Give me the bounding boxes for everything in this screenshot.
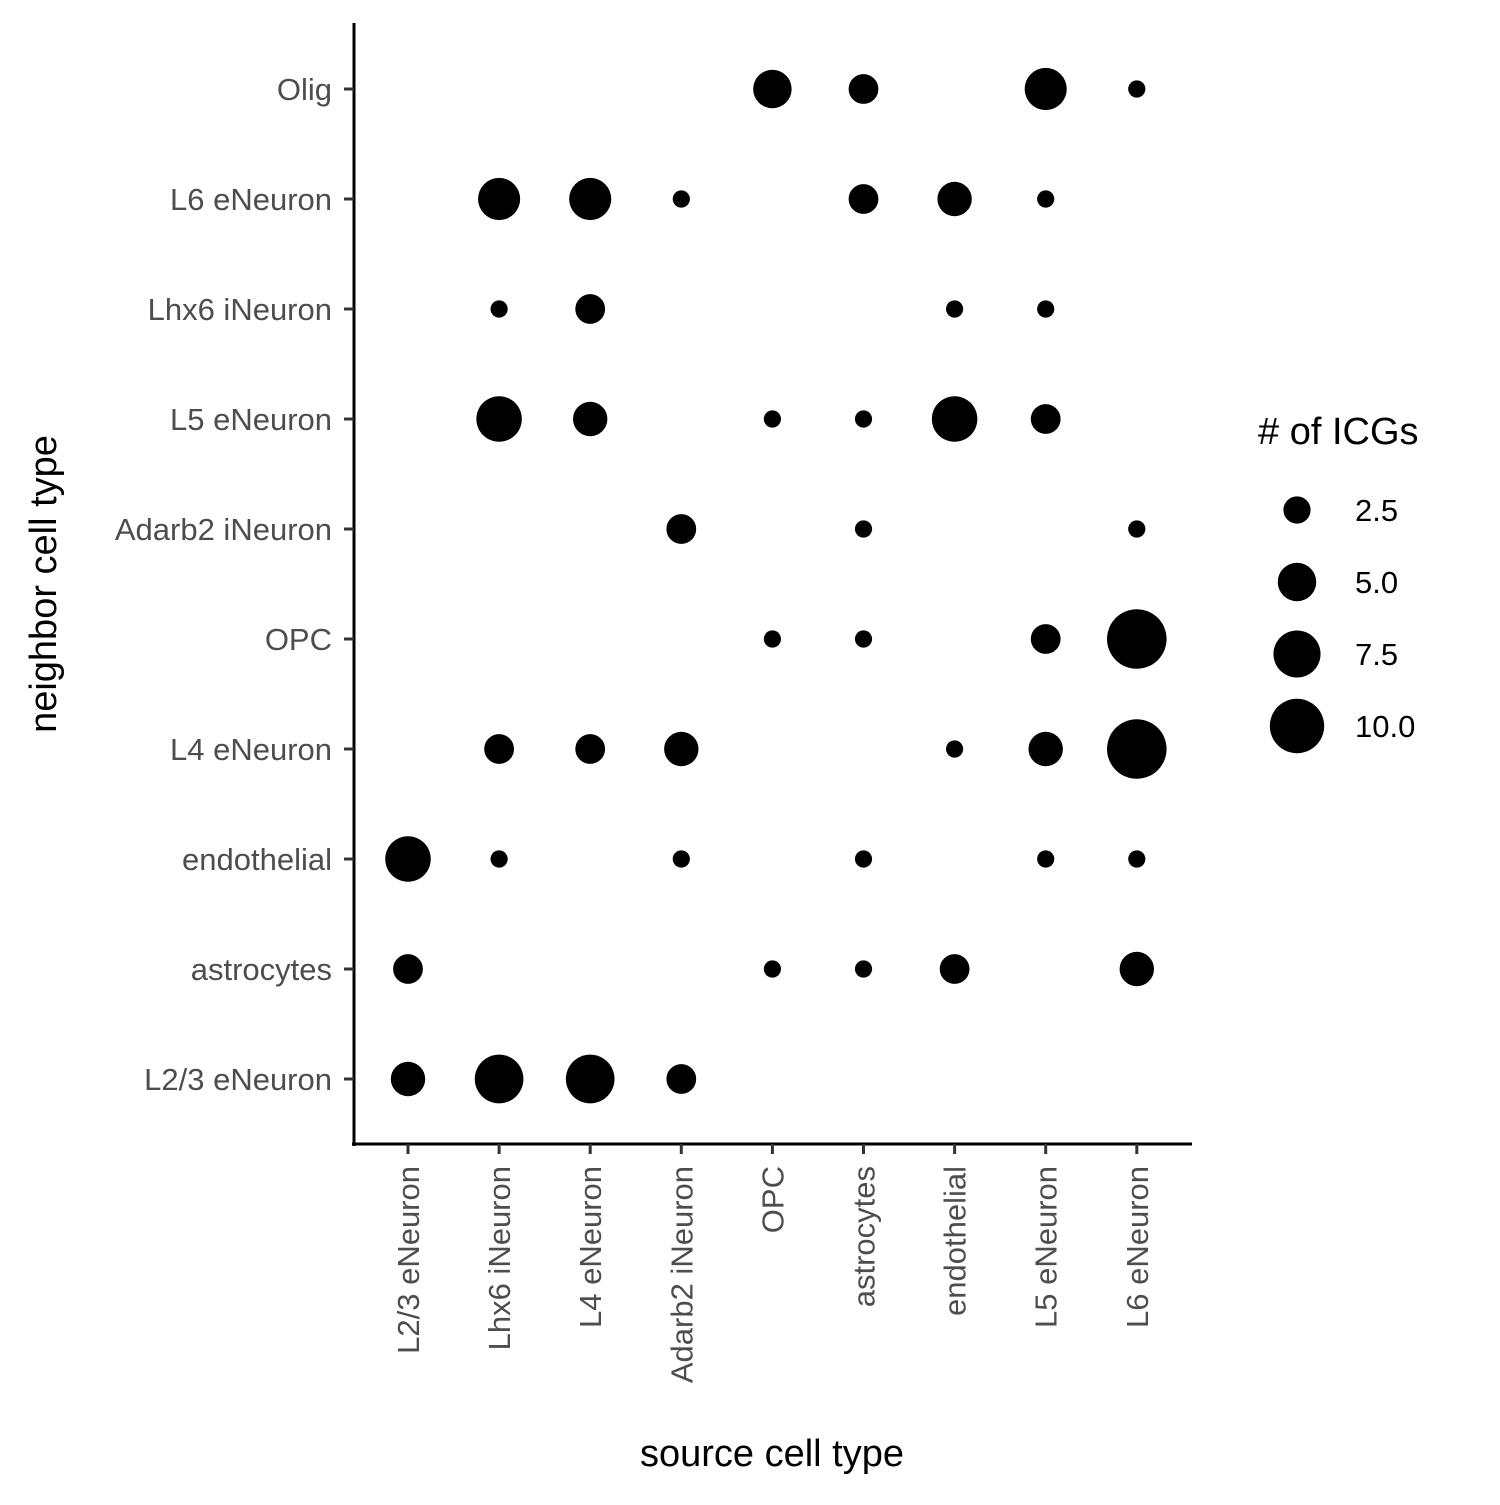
point-l5-eneuron--opc: [1030, 624, 1061, 654]
y-tick-label-adarb2-ineuron: Adarb2 iNeuron: [115, 512, 332, 547]
point-lhx6-ineuron--l2-3-eneuron: [474, 1054, 524, 1104]
x-tick-label-l2-3-eneuron: L2/3 eNeuron: [391, 1166, 426, 1354]
point-lhx6-ineuron--endothelial: [490, 850, 508, 868]
legend-title: # of ICGs: [1258, 411, 1419, 453]
point-endothelial--l6-eneuron: [937, 181, 972, 217]
point-l4-eneuron--l6-eneuron: [569, 177, 612, 221]
x-tick-label-l5-eneuron: L5 eNeuron: [1029, 1166, 1064, 1328]
legend-key-5-0: [1277, 562, 1317, 602]
legend-label-5-0: 5.0: [1355, 565, 1398, 600]
point-opc--l5-eneuron: [763, 410, 782, 428]
x-tick-label-astrocytes: astrocytes: [847, 1166, 882, 1307]
point-adarb2-ineuron--endothelial: [672, 850, 690, 868]
point-astrocytes--endothelial: [854, 850, 873, 868]
point-lhx6-ineuron--l6-eneuron: [478, 177, 521, 221]
point-l4-eneuron--l2-3-eneuron: [565, 1054, 615, 1104]
point-l5-eneuron--olig: [1024, 67, 1067, 111]
point-astrocytes--adarb2-ineuron: [854, 520, 873, 538]
point-astrocytes--l5-eneuron: [854, 410, 873, 428]
ticks: L2/3 eNeuron Lhx6 iNeuron L4 eNeuron Adarb2…: [115, 72, 1155, 1383]
point-l4-eneuron--l4-eneuron: [575, 734, 606, 764]
point-l6-eneuron--olig: [1128, 80, 1146, 98]
point-l6-eneuron--astrocytes: [1119, 951, 1155, 987]
point-astrocytes--opc: [854, 630, 873, 648]
x-tick-label-endothelial: endothelial: [938, 1166, 973, 1316]
point-lhx6-ineuron--l4-eneuron: [484, 734, 514, 764]
point-astrocytes--olig: [848, 74, 879, 104]
point-lhx6-ineuron--lhx6-ineuron: [490, 300, 508, 318]
size-legend: # of ICGs 2.5 5.0 7.5 10.0: [1258, 411, 1419, 754]
x-axis-title: source cell type: [640, 1433, 904, 1475]
point-endothelial--astrocytes: [939, 954, 970, 984]
x-tick-label-l6-eneuron: L6 eNeuron: [1120, 1166, 1155, 1328]
point-opc--opc: [763, 630, 782, 648]
y-tick-label-olig: Olig: [277, 72, 332, 107]
point-l2-3-eneuron--astrocytes: [393, 954, 423, 984]
x-tick-label-opc: OPC: [755, 1166, 790, 1233]
y-tick-label-l2-3-eneuron: L2/3 eNeuron: [144, 1062, 332, 1097]
point-l6-eneuron--l4-eneuron: [1107, 719, 1167, 779]
y-tick-label-l6-eneuron: L6 eNeuron: [170, 182, 332, 217]
point-adarb2-ineuron--l6-eneuron: [672, 190, 690, 208]
legend-key-7-5: [1273, 630, 1321, 678]
legend-label-10-0: 10.0: [1355, 709, 1415, 744]
y-tick-label-opc: OPC: [265, 622, 332, 657]
x-tick-label-l4-eneuron: L4 eNeuron: [573, 1166, 608, 1328]
point-opc--astrocytes: [763, 960, 782, 978]
point-lhx6-ineuron--l5-eneuron: [476, 396, 522, 442]
point-l5-eneuron--l6-eneuron: [1037, 190, 1055, 208]
point-l4-eneuron--l5-eneuron: [573, 401, 608, 437]
legend-key-2-5: [1283, 496, 1311, 524]
x-tick-label-adarb2-ineuron: Adarb2 iNeuron: [664, 1166, 699, 1383]
point-endothelial--l4-eneuron: [946, 740, 964, 758]
point-l5-eneuron--lhx6-ineuron: [1037, 300, 1055, 318]
point-adarb2-ineuron--l2-3-eneuron: [666, 1064, 697, 1094]
point-l2-3-eneuron--l2-3-eneuron: [390, 1061, 426, 1097]
y-tick-label-l5-eneuron: L5 eNeuron: [170, 402, 332, 437]
legend-key-10-0: [1269, 698, 1325, 754]
point-l5-eneuron--l4-eneuron: [1028, 731, 1063, 767]
point-l5-eneuron--endothelial: [1037, 850, 1055, 868]
x-tick-label-lhx6-ineuron: Lhx6 iNeuron: [482, 1166, 517, 1350]
y-tick-label-astrocytes: astrocytes: [191, 952, 332, 987]
point-adarb2-ineuron--l4-eneuron: [664, 731, 699, 767]
point-endothelial--lhx6-ineuron: [946, 300, 964, 318]
y-tick-label-lhx6-ineuron: Lhx6 iNeuron: [148, 292, 332, 327]
point-l6-eneuron--adarb2-ineuron: [1128, 520, 1146, 538]
y-tick-label-l4-eneuron: L4 eNeuron: [170, 732, 332, 767]
point-astrocytes--l6-eneuron: [848, 184, 879, 214]
y-tick-label-endothelial: endothelial: [182, 842, 332, 877]
y-axis-title: neighbor cell type: [23, 435, 65, 733]
point-l5-eneuron--l5-eneuron: [1030, 404, 1061, 434]
legend-label-2-5: 2.5: [1355, 493, 1398, 528]
point-l6-eneuron--opc: [1107, 609, 1167, 669]
points: [385, 67, 1167, 1104]
point-adarb2-ineuron--adarb2-ineuron: [666, 514, 697, 544]
point-opc--olig: [753, 69, 792, 109]
point-endothelial--l5-eneuron: [931, 396, 978, 442]
point-astrocytes--astrocytes: [854, 960, 873, 978]
legend-label-7-5: 7.5: [1355, 637, 1398, 672]
point-l4-eneuron--lhx6-ineuron: [575, 294, 606, 324]
point-l6-eneuron--endothelial: [1128, 850, 1146, 868]
point-l2-3-eneuron--endothelial: [385, 836, 431, 882]
